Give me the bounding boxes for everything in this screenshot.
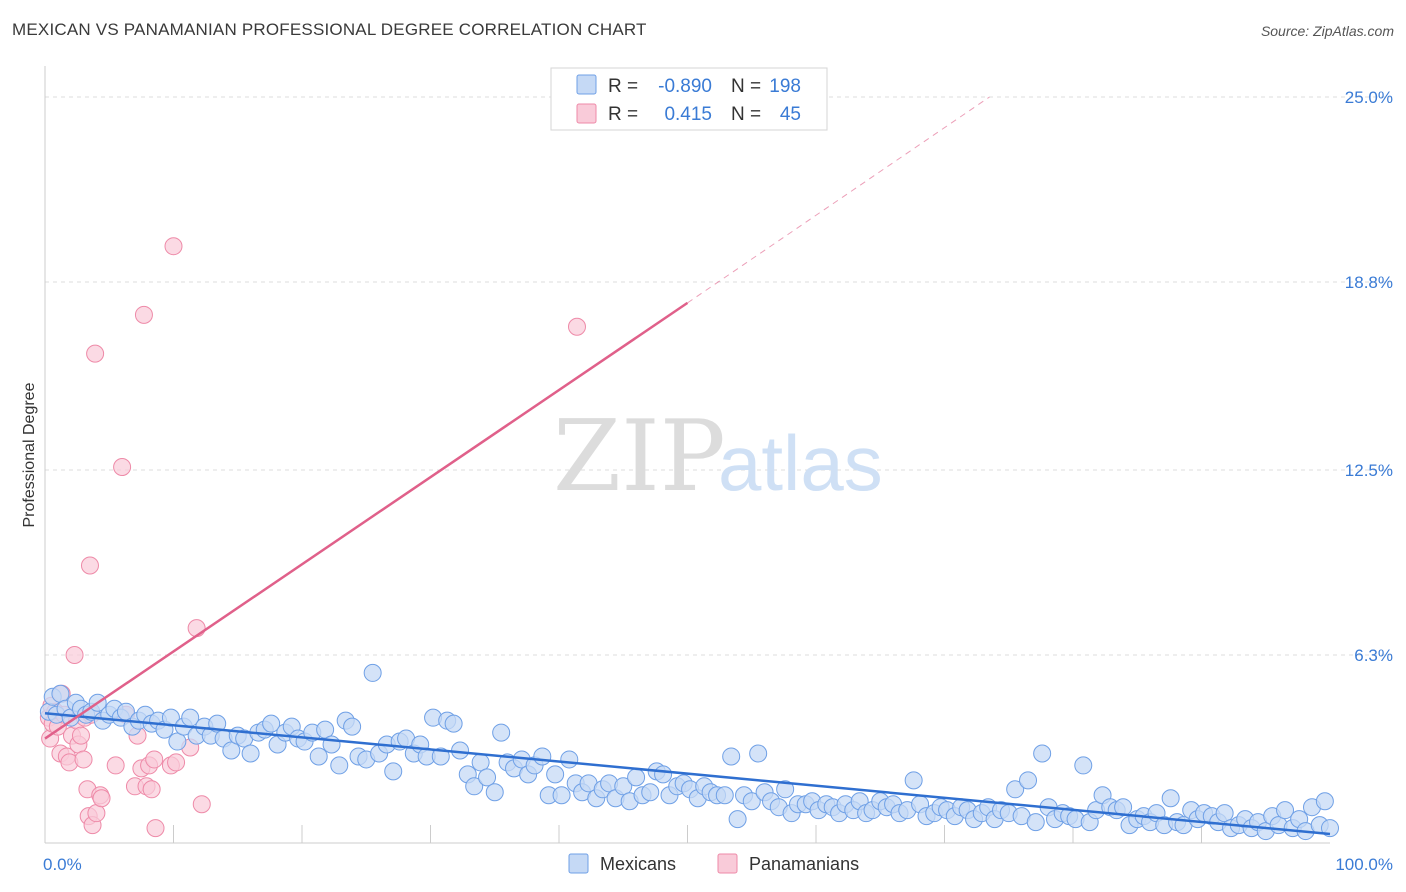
y-tick-label: 12.5% (1345, 461, 1393, 480)
mexicans-point (654, 765, 673, 784)
legend-n-value-2: 45 (780, 104, 801, 125)
panamanians-point (87, 804, 106, 823)
series-legend: Mexicans Panamanians (568, 853, 859, 874)
mexicans-point (444, 714, 463, 733)
mexicans-point (1315, 792, 1334, 811)
panamanians-point (192, 795, 211, 814)
mexicans-point (431, 747, 450, 766)
stats-legend: R = -0.890 N = 198 R = 0.415 N = 45 (550, 67, 828, 131)
panamanians-point (187, 619, 206, 638)
mexicans-point (728, 810, 747, 829)
y-tick-label: 18.8% (1345, 273, 1393, 292)
mexicans-point (614, 777, 633, 796)
y-tick-label: 6.3% (1354, 646, 1393, 665)
legend-mexicans-label: Mexicans (600, 854, 676, 874)
panamanians-point (134, 305, 153, 324)
panamanians-point (145, 750, 164, 769)
mexicans-swatch (576, 74, 597, 95)
chart-source: Source: ZipAtlas.com (1260, 23, 1394, 39)
mexicans-point (168, 732, 187, 751)
legend-mexicans-swatch (568, 853, 589, 874)
watermark: ZIP atlas (553, 400, 883, 514)
mexicans-point (1019, 771, 1038, 790)
x-tick-label: 0.0% (43, 855, 82, 874)
mexicans-point (330, 756, 349, 775)
panamanians-point (113, 458, 132, 477)
mexicans-point (722, 747, 741, 766)
mexicans-point (1006, 780, 1025, 799)
legend-n-value-1: 198 (769, 76, 801, 97)
mexicans-point (51, 684, 70, 703)
mexicans-point (1074, 756, 1093, 775)
mexicans-point (904, 771, 923, 790)
mexicans-point (749, 744, 768, 763)
mexicans-point (384, 762, 403, 781)
mexicans-trend-line (44, 711, 1331, 836)
legend-panamanians-swatch (717, 853, 738, 874)
panamanians-point (86, 344, 105, 363)
legend-panamanians-label: Panamanians (749, 854, 859, 874)
panamanians-point (92, 789, 111, 808)
mexicans-point (363, 663, 382, 682)
x-tick-label: 100.0% (1335, 855, 1393, 874)
watermark-zip: ZIP (553, 400, 726, 514)
mexicans-point (560, 750, 579, 769)
legend-r-label-2: R = (608, 104, 638, 125)
mexicans-point (1276, 801, 1295, 820)
mexicans-point (715, 786, 734, 805)
panamanians-point (74, 750, 93, 769)
panamanians-trend-extension (687, 96, 990, 304)
panamanians-point (146, 819, 165, 838)
y-tick-label: 25.0% (1345, 88, 1393, 107)
mexicans-point (1215, 804, 1234, 823)
mexicans-point (742, 792, 761, 811)
panamanians-points (39, 237, 586, 838)
mexicans-point (546, 765, 565, 784)
mexicans-point (262, 714, 281, 733)
mexicans-point (1033, 744, 1052, 763)
gridlines (45, 96, 1392, 656)
panamanians-point (65, 646, 84, 665)
mexicans-point (485, 783, 504, 802)
mexicans-point (1026, 813, 1045, 832)
panamanians-swatch (576, 103, 597, 124)
mexicans-point (627, 768, 646, 787)
mexicans-point (641, 783, 660, 802)
mexicans-point (478, 768, 497, 787)
panamanians-point (80, 556, 99, 575)
stats-legend-box (550, 67, 828, 131)
watermark-atlas: atlas (718, 419, 883, 507)
legend-r-label-1: R = (608, 76, 638, 97)
legend-n-label-2: N = (731, 104, 761, 125)
mexicans-point (1161, 789, 1180, 808)
mexicans-point (316, 720, 335, 739)
legend-n-label-1: N = (731, 76, 761, 97)
mexicans-point (309, 747, 328, 766)
mexicans-point (492, 723, 511, 742)
mexicans-point (776, 780, 795, 799)
mexicans-points (39, 663, 1339, 841)
trend-lines (44, 96, 1331, 836)
mexicans-point (552, 786, 571, 805)
mexicans-point (241, 744, 260, 763)
panamanians-point (106, 756, 125, 775)
panamanians-point (142, 780, 161, 799)
chart-title: MEXICAN VS PANAMANIAN PROFESSIONAL DEGRE… (12, 20, 647, 39)
y-axis-title: Professional Degree (21, 382, 38, 527)
panamanians-point (71, 726, 90, 745)
panamanians-point (567, 317, 586, 336)
mexicans-point (343, 717, 362, 736)
mexicans-point (533, 747, 552, 766)
mexicans-point (222, 741, 241, 760)
mexicans-point (1321, 819, 1339, 838)
legend-r-value-1: -0.890 (658, 76, 712, 97)
tick-labels: 6.3% 12.5% 18.8% 25.0% 0.0% 100.0% (43, 88, 1393, 874)
panamanians-point (164, 237, 183, 256)
legend-r-value-2: 0.415 (664, 104, 712, 125)
panamanians-trend-line (44, 301, 689, 740)
panamanians-point (167, 753, 186, 772)
mexicans-point (465, 777, 484, 796)
